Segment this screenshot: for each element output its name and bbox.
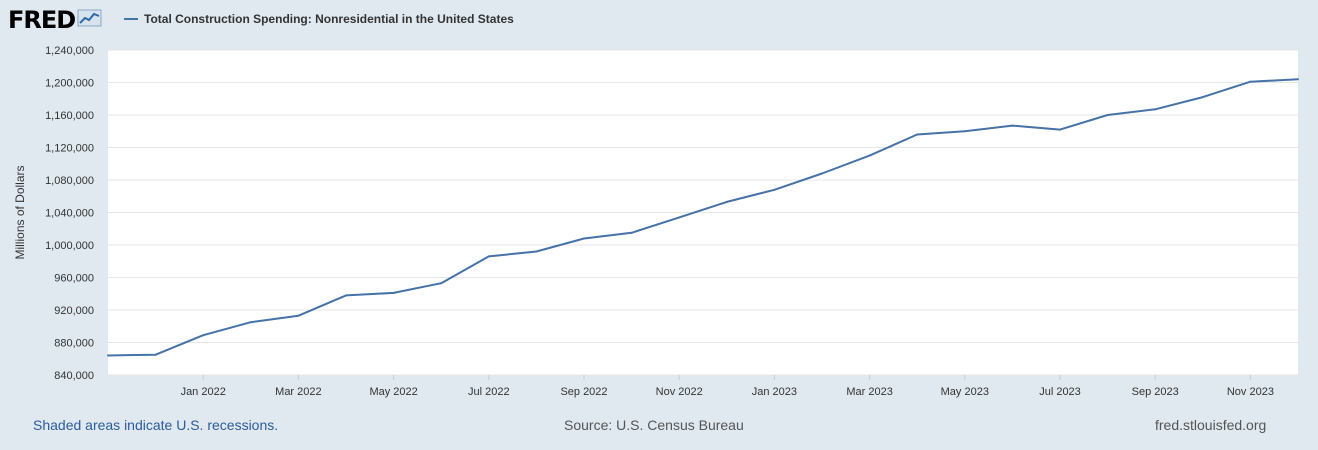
y-tick-label: 880,000 (54, 338, 94, 350)
data-point (345, 294, 347, 297)
data-point (202, 334, 205, 337)
site-url-link[interactable]: fred.stlouisfed.org (1155, 417, 1267, 433)
y-tick-label: 1,120,000 (45, 143, 94, 155)
data-point (1297, 78, 1299, 81)
data-point (773, 188, 776, 191)
y-tick-label: 1,080,000 (45, 175, 94, 187)
data-point (821, 172, 823, 175)
data-point (1201, 96, 1204, 99)
data-point (630, 231, 633, 234)
y-tick-label: 920,000 (54, 305, 94, 317)
data-point (1154, 108, 1157, 111)
legend-series-label: Total Construction Spending: Nonresident… (144, 12, 514, 26)
data-point (583, 237, 585, 240)
x-tick-label: Sep 2023 (1132, 386, 1179, 398)
x-tick-label: Jul 2022 (468, 386, 510, 398)
data-point (1106, 114, 1109, 116)
data-point (678, 216, 681, 219)
recessions-note-link[interactable]: Shaded areas indicate U.S. recessions. (33, 417, 279, 433)
source-note: Source: U.S. Census Bureau (564, 417, 744, 433)
data-point (916, 133, 919, 136)
data-point (297, 314, 300, 317)
y-tick-label: 1,200,000 (45, 78, 94, 90)
data-point (868, 154, 871, 157)
x-tick-label: Mar 2023 (846, 386, 892, 398)
x-tick-label: Nov 2023 (1227, 386, 1274, 398)
x-tick-label: Mar 2022 (275, 386, 321, 398)
x-tick-label: Jan 2022 (181, 386, 226, 398)
data-point (249, 321, 252, 324)
x-tick-label: Sep 2022 (560, 386, 607, 398)
legend-series-swatch (124, 18, 138, 20)
y-tick-label: 840,000 (54, 370, 94, 382)
fred-logo[interactable]: FRED (8, 6, 103, 34)
data-point (487, 255, 490, 258)
data-point (107, 354, 109, 357)
x-tick-label: Jul 2023 (1039, 386, 1081, 398)
y-tick-label: 1,240,000 (45, 45, 94, 57)
data-point (1059, 128, 1061, 131)
data-point (440, 282, 443, 285)
y-axis-label: Millions of Dollars (13, 165, 27, 259)
data-point (154, 353, 157, 356)
series-line (107, 78, 1299, 357)
x-tick-label: May 2023 (941, 386, 989, 398)
chart-legend: Total Construction Spending: Nonresident… (124, 12, 514, 26)
data-point (963, 130, 966, 133)
data-point (1249, 80, 1252, 83)
data-point (1011, 124, 1014, 127)
y-tick-label: 1,160,000 (45, 110, 94, 122)
data-point (535, 250, 538, 253)
y-tick-label: 1,000,000 (45, 240, 94, 252)
data-point (392, 291, 395, 294)
data-point (725, 200, 728, 203)
y-tick-label: 1,040,000 (45, 208, 94, 220)
logo-text: FRED (8, 6, 76, 34)
x-tick-label: Jan 2023 (752, 386, 797, 398)
x-tick-label: Nov 2022 (656, 386, 703, 398)
chart-trend-icon (77, 8, 103, 33)
y-tick-label: 960,000 (54, 273, 94, 285)
x-tick-label: May 2022 (369, 386, 417, 398)
